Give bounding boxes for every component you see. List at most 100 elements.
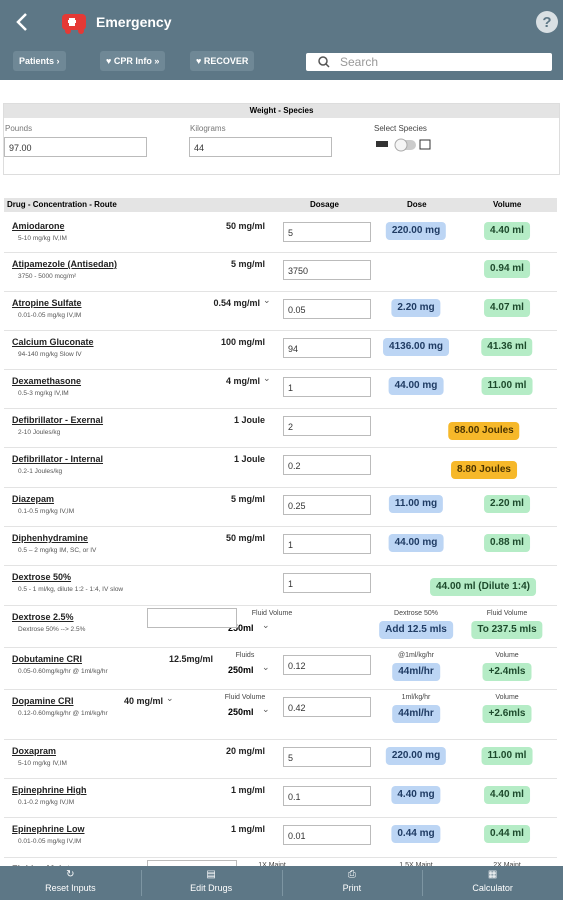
row-divider [4, 778, 557, 779]
dose-pill: 11.00 mg [388, 495, 444, 513]
volume-pill: 0.44 ml [484, 825, 530, 843]
dosage-input[interactable]: 1 [283, 534, 371, 554]
row-divider [4, 739, 557, 740]
drug-name: Dexamethasone [12, 376, 82, 386]
dosage-input[interactable]: 0.05 [283, 299, 371, 319]
volume-pill: 4.40 ml [484, 786, 530, 804]
dosage-input[interactable]: 1 [283, 377, 371, 397]
search-icon [318, 56, 330, 68]
volume-pill: 88.00 Joules [448, 422, 520, 440]
drug-name: Calcium Gluconate [12, 337, 94, 347]
row-divider [4, 565, 557, 566]
dropdown-chevron[interactable]: ⌄ [263, 373, 271, 383]
dosage-input[interactable]: 1 [283, 573, 371, 593]
concentration: 20 mg/ml [225, 746, 265, 756]
drug-detail: 94-140 mg/kg Slow IV [18, 351, 82, 358]
fluid-label: 1X Maint [258, 862, 286, 869]
nav-icon[interactable]: ⎙ [281, 869, 423, 880]
dropdown-chevron[interactable]: ⌄ [262, 662, 270, 672]
dosage-input[interactable]: 2 [283, 416, 371, 436]
drug-name: Doxapram [12, 746, 57, 756]
pounds-input[interactable]: 97.00 [4, 137, 147, 157]
volume-pill: To 237.5 mls [471, 621, 543, 639]
volume-pill: 4.07 ml [484, 299, 530, 317]
table-header [4, 198, 557, 212]
fluid-select[interactable]: 250ml [228, 665, 254, 675]
dosage-input[interactable]: 94 [283, 338, 371, 358]
nav-icon[interactable]: ↻ [0, 869, 141, 880]
dose-label: Dextrose 50% [394, 610, 438, 617]
fluid-select[interactable]: 250ml [228, 707, 254, 717]
dosage-input[interactable]: 5 [283, 222, 371, 242]
cpr-info-button[interactable]: ♥ CPR Info » [100, 51, 166, 71]
button-label: CPR Info [113, 56, 152, 66]
concentration: 1 Joule [233, 415, 265, 425]
nav-icon[interactable]: ▦ [422, 869, 563, 880]
drug-name: Diazepam [12, 494, 55, 504]
concentration: 5 mg/ml [230, 259, 265, 269]
dose-pill: 220.00 mg [385, 222, 447, 240]
dosage-input[interactable]: 0.42 [283, 697, 371, 717]
dosage-input[interactable]: 0.1 [283, 786, 371, 806]
drug-detail: 0.5 - 1 ml/kg, dilute 1:2 - 1:4, IV slow [18, 586, 124, 593]
fluid-label: Fluid Volume [224, 694, 266, 701]
dose-pill: 44.00 mg [388, 534, 444, 552]
recover-button[interactable]: ♥ RECOVER [190, 51, 255, 71]
dropdown-chevron[interactable]: ⌄ [166, 693, 174, 703]
drug-detail: 3750 - 5000 mcg/m² [18, 273, 77, 280]
drug-detail: 2-10 Joules/kg [18, 429, 61, 436]
dropdown-chevron[interactable]: ⌄ [262, 620, 270, 630]
nav-button[interactable]: Reset Inputs [0, 883, 141, 893]
nav-icon[interactable]: ▤ [140, 869, 282, 880]
concentration[interactable]: 4 mg/ml [225, 376, 260, 386]
pounds-label: Pounds [5, 124, 33, 133]
volume-pill: 44.00 ml (Dilute 1:4) [430, 578, 536, 596]
dosage-input[interactable]: 0.12 [283, 655, 371, 675]
concentration[interactable]: 0.54 mg/ml [213, 298, 260, 308]
row-divider [4, 447, 557, 448]
drug-detail: 5-10 mg/kg IV,IM [18, 760, 67, 767]
concentration[interactable]: 40 mg/ml [123, 696, 163, 706]
drug-name: Dextrose 50% [12, 572, 72, 582]
dosage-input[interactable]: 0.01 [283, 825, 371, 845]
drug-detail: Dextrose 50% --> 2.5% [18, 626, 86, 633]
nav-button[interactable]: Print [281, 883, 423, 893]
nav-button[interactable]: Calculator [422, 883, 563, 893]
nav-divider [281, 870, 283, 896]
drug-name: Defibrillator - Exernal [12, 415, 104, 425]
drug-detail: 0.5 – 2 mg/kg IM, SC, or IV [18, 547, 97, 554]
back-button[interactable] [14, 12, 30, 32]
dropdown-chevron[interactable]: ⌄ [263, 295, 271, 305]
species-toggle[interactable] [374, 136, 436, 154]
drug-name: Epinephrine Low [12, 824, 85, 834]
fluid-select[interactable]: 250ml [228, 623, 254, 633]
dosage-input[interactable] [147, 608, 237, 628]
help-button[interactable]: ? [535, 10, 559, 34]
patients-button[interactable]: Patients › [13, 51, 66, 71]
search-placeholder: Search [340, 55, 379, 69]
dose-pill: 44.00 mg [388, 377, 444, 395]
dosage-input[interactable]: 0.25 [283, 495, 371, 515]
drug-name: Dobutamine CRI [12, 654, 83, 664]
row-divider [4, 487, 557, 488]
column-header: Volume [493, 200, 522, 209]
dosage-input[interactable]: 3750 [283, 260, 371, 280]
concentration: 50 mg/ml [225, 221, 265, 231]
volume-pill: 2.20 ml [484, 495, 530, 513]
drug-detail: 0.1-0.5 mg/kg IV,IM [18, 508, 75, 515]
row-divider [4, 526, 557, 527]
dropdown-chevron[interactable]: ⌄ [262, 704, 270, 714]
row-divider [4, 647, 557, 648]
header-title: Emergency [96, 14, 172, 30]
app-icon [62, 14, 86, 34]
dose-pill: 0.44 mg [391, 825, 441, 843]
dosage-input[interactable]: 0.2 [283, 455, 371, 475]
button-label: Patients [19, 56, 55, 66]
search-box[interactable]: Search [306, 53, 552, 71]
dose-label: 1.5X Maint [399, 862, 432, 869]
nav-button[interactable]: Edit Drugs [140, 883, 282, 893]
dose-label: 1ml/kg/hr [401, 694, 431, 701]
kilograms-input[interactable]: 44 [189, 137, 332, 157]
dosage-input[interactable]: 5 [283, 747, 371, 767]
